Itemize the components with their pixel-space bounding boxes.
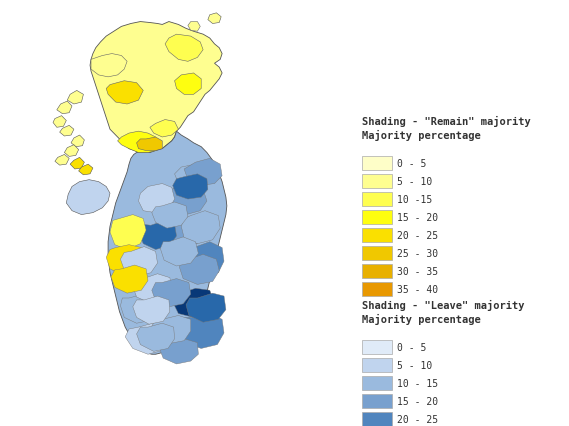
Polygon shape: [133, 296, 170, 325]
Text: 30 - 35: 30 - 35: [397, 266, 438, 276]
Text: 20 - 25: 20 - 25: [397, 230, 438, 240]
Text: 35 - 40: 35 - 40: [397, 284, 438, 294]
Polygon shape: [186, 294, 226, 322]
Polygon shape: [110, 215, 146, 250]
Bar: [362, 193, 392, 207]
Text: 5 - 10: 5 - 10: [397, 360, 432, 370]
Bar: [362, 282, 392, 296]
Polygon shape: [70, 158, 84, 170]
Polygon shape: [60, 126, 74, 137]
Bar: [362, 376, 392, 390]
Polygon shape: [121, 247, 158, 276]
Text: Majority percentage: Majority percentage: [362, 130, 481, 141]
Text: 0 - 5: 0 - 5: [397, 342, 426, 352]
Polygon shape: [133, 274, 172, 303]
Bar: [362, 412, 392, 426]
Polygon shape: [90, 23, 222, 153]
Text: Shading - "Leave" majority: Shading - "Leave" majority: [362, 299, 525, 310]
Polygon shape: [184, 242, 224, 277]
Polygon shape: [184, 159, 222, 186]
Polygon shape: [175, 74, 201, 95]
Polygon shape: [111, 265, 148, 294]
Polygon shape: [182, 211, 220, 244]
Text: Majority percentage: Majority percentage: [362, 313, 481, 324]
Polygon shape: [159, 339, 199, 364]
Polygon shape: [188, 23, 200, 32]
Bar: [362, 210, 392, 225]
Polygon shape: [208, 14, 221, 24]
Polygon shape: [173, 174, 208, 200]
Polygon shape: [152, 202, 188, 229]
Polygon shape: [152, 279, 191, 307]
Polygon shape: [67, 180, 110, 215]
Bar: [362, 175, 392, 189]
Text: 10 -15: 10 -15: [397, 195, 432, 204]
Text: 15 - 20: 15 - 20: [397, 396, 438, 406]
Text: 0 - 5: 0 - 5: [397, 158, 426, 169]
Bar: [362, 228, 392, 242]
Bar: [362, 265, 392, 278]
Polygon shape: [125, 323, 169, 354]
Polygon shape: [138, 221, 176, 250]
Polygon shape: [179, 255, 219, 285]
Polygon shape: [67, 91, 84, 105]
Text: 25 - 30: 25 - 30: [397, 248, 438, 259]
Polygon shape: [106, 81, 143, 105]
Polygon shape: [162, 217, 203, 248]
Text: 10 - 15: 10 - 15: [397, 378, 438, 388]
Bar: [362, 340, 392, 354]
Text: 5 - 10: 5 - 10: [397, 177, 432, 187]
Bar: [362, 394, 392, 408]
Polygon shape: [53, 116, 67, 128]
Polygon shape: [55, 155, 69, 166]
Bar: [362, 246, 392, 260]
Polygon shape: [57, 102, 72, 115]
Polygon shape: [176, 314, 224, 348]
Text: Shading - "Remain" majority: Shading - "Remain" majority: [362, 116, 531, 127]
Polygon shape: [150, 120, 179, 138]
Polygon shape: [138, 184, 175, 213]
Polygon shape: [106, 245, 143, 275]
Polygon shape: [175, 165, 210, 190]
Polygon shape: [79, 165, 93, 176]
Polygon shape: [173, 289, 215, 318]
Polygon shape: [137, 323, 175, 351]
Polygon shape: [165, 35, 203, 62]
Text: 15 - 20: 15 - 20: [397, 213, 438, 222]
Polygon shape: [152, 316, 191, 344]
Polygon shape: [71, 136, 84, 147]
Polygon shape: [160, 237, 199, 266]
Polygon shape: [167, 184, 207, 215]
Polygon shape: [121, 294, 158, 323]
Polygon shape: [118, 132, 158, 153]
Polygon shape: [64, 145, 79, 157]
Polygon shape: [108, 132, 227, 354]
Bar: [362, 157, 392, 170]
Text: 20 - 25: 20 - 25: [397, 414, 438, 424]
Polygon shape: [91, 55, 127, 78]
Polygon shape: [137, 138, 162, 151]
Bar: [362, 358, 392, 372]
